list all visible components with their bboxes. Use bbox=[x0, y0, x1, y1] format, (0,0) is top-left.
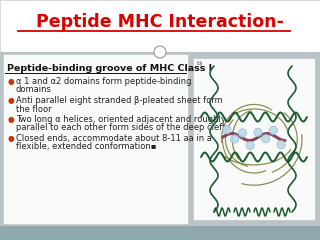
Text: the floor: the floor bbox=[16, 104, 52, 114]
Text: ●: ● bbox=[8, 134, 15, 143]
FancyBboxPatch shape bbox=[3, 54, 188, 224]
Text: parallel to each other form sides of the deep cleft.: parallel to each other form sides of the… bbox=[16, 124, 228, 132]
Circle shape bbox=[230, 135, 239, 143]
Text: domains: domains bbox=[16, 85, 52, 95]
Circle shape bbox=[238, 129, 247, 137]
Text: Two long α helices, oriented adjacent and roughly: Two long α helices, oriented adjacent an… bbox=[16, 115, 226, 124]
Circle shape bbox=[223, 126, 231, 134]
Text: Peptide-binding groove of MHC Class I: Peptide-binding groove of MHC Class I bbox=[7, 64, 212, 73]
Text: Closed ends, accommodate about 8-11 aa in a: Closed ends, accommodate about 8-11 aa i… bbox=[16, 134, 212, 143]
Text: Anti parallel eight stranded β-pleated sheet form: Anti parallel eight stranded β-pleated s… bbox=[16, 96, 223, 105]
Circle shape bbox=[246, 141, 254, 150]
Text: Peptide MHC Interaction-: Peptide MHC Interaction- bbox=[36, 13, 284, 31]
Text: ●: ● bbox=[8, 77, 15, 86]
Circle shape bbox=[269, 126, 277, 135]
Text: b): b) bbox=[196, 61, 202, 66]
Circle shape bbox=[254, 128, 262, 137]
FancyBboxPatch shape bbox=[0, 226, 320, 240]
Text: ●: ● bbox=[8, 115, 15, 124]
Circle shape bbox=[261, 134, 270, 143]
FancyBboxPatch shape bbox=[0, 0, 320, 52]
Circle shape bbox=[154, 46, 166, 58]
Text: flexible, extended conformation▪: flexible, extended conformation▪ bbox=[16, 143, 156, 151]
FancyBboxPatch shape bbox=[193, 58, 315, 220]
Text: α 1 and α2 domains form peptide-binding: α 1 and α2 domains form peptide-binding bbox=[16, 77, 191, 86]
Text: ●: ● bbox=[8, 96, 15, 105]
FancyBboxPatch shape bbox=[0, 52, 320, 226]
Circle shape bbox=[277, 140, 285, 149]
